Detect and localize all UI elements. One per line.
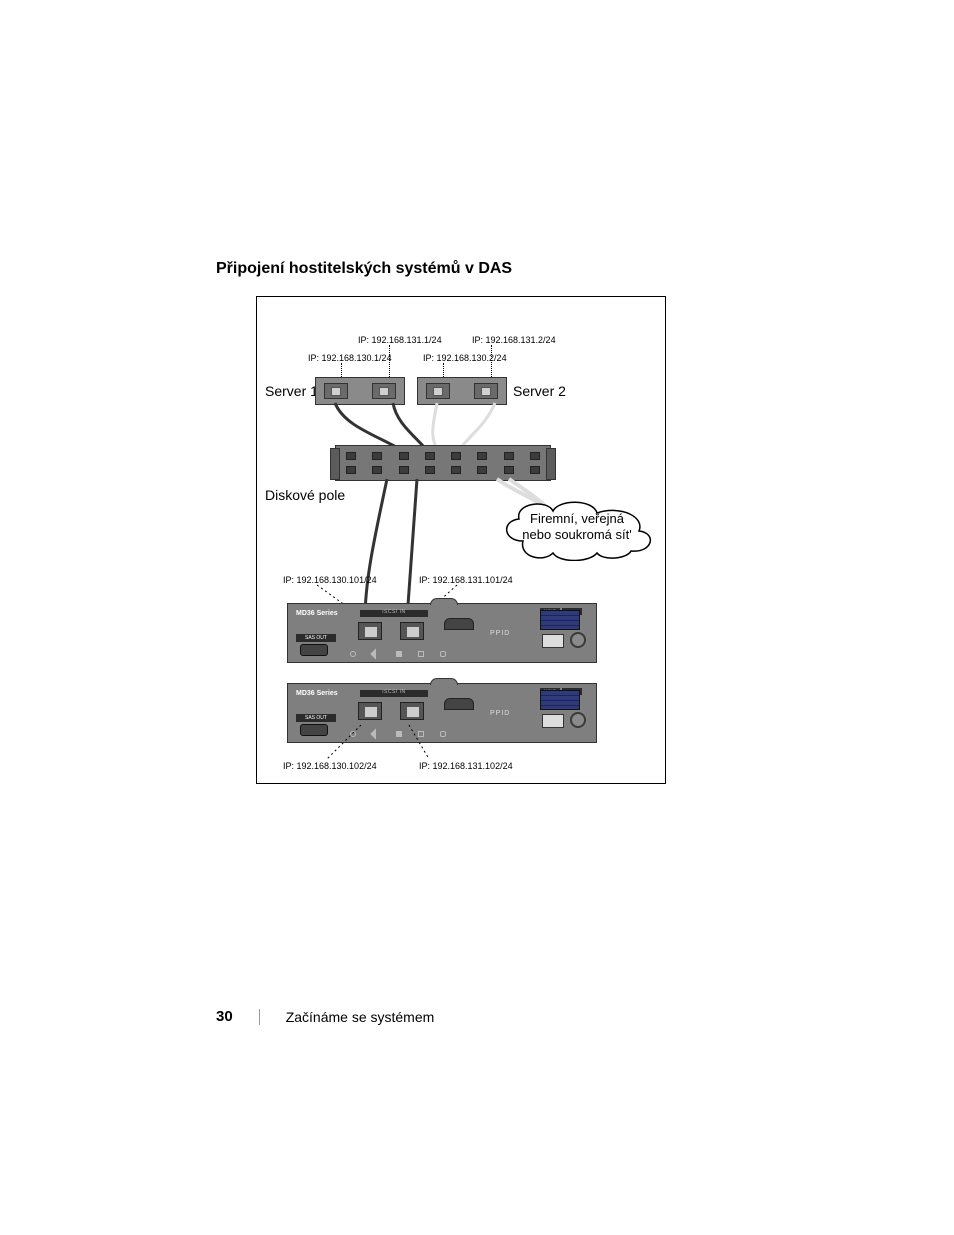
ip-label-ctrlB-p2: IP: 192.168.131.102/24 — [419, 761, 513, 771]
ip-label-ctrlB-p1: IP: 192.168.130.102/24 — [283, 761, 377, 771]
page-number: 30 — [216, 1008, 233, 1025]
page-footer: 30 Začínáme se systémem — [216, 1008, 434, 1025]
page: Připojení hostitelských systémů v DAS IP… — [0, 0, 954, 1235]
callout-lines-b — [257, 297, 667, 785]
footer-section-title: Začínáme se systémem — [286, 1009, 435, 1025]
figure-das-connection: IP: 192.168.131.1/24 IP: 192.168.131.2/2… — [256, 296, 666, 784]
footer-divider — [259, 1009, 260, 1025]
section-heading: Připojení hostitelských systémů v DAS — [216, 260, 512, 278]
